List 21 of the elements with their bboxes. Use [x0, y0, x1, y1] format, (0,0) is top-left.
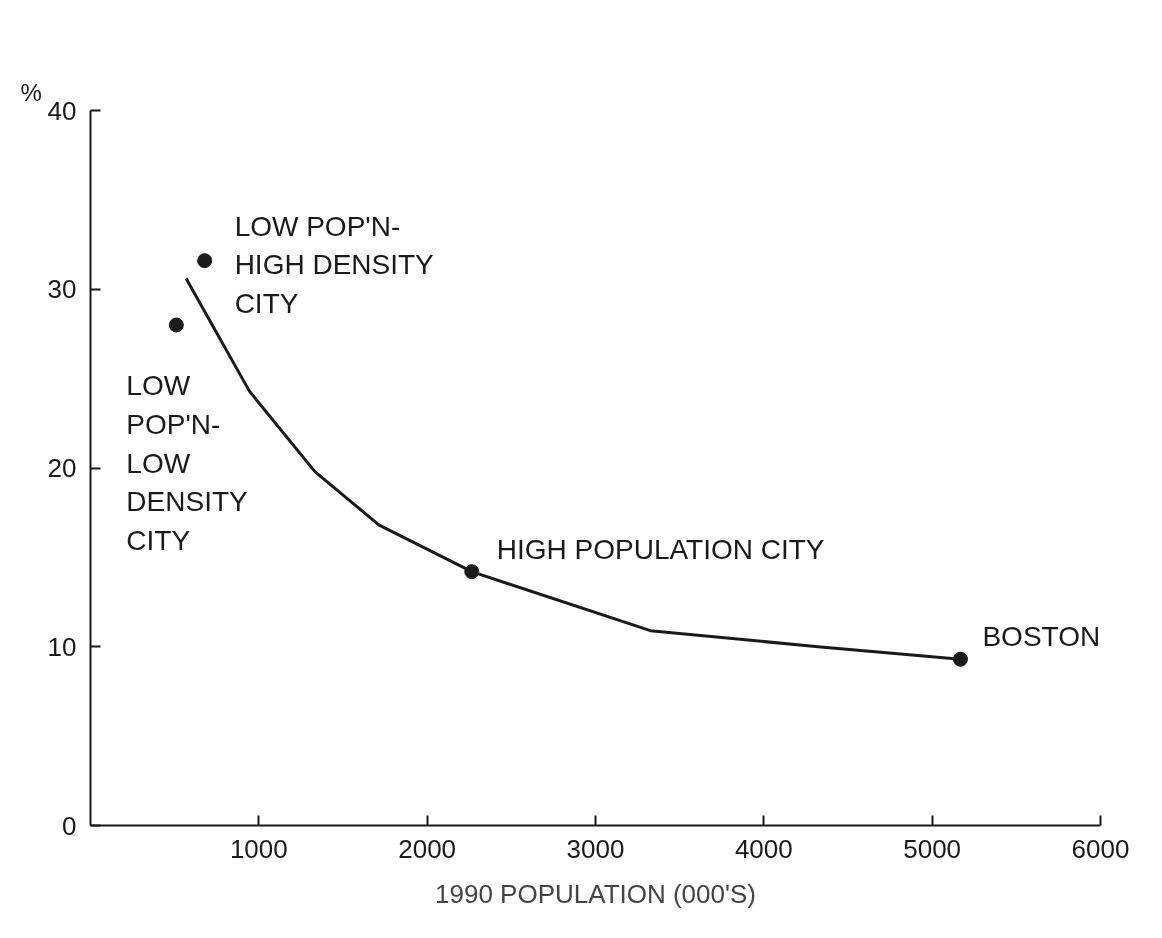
annotation: HIGH POPULATION CITY — [496, 533, 825, 565]
x-tick-label: 2000 — [398, 833, 457, 864]
x-tick-label: 3000 — [566, 833, 625, 864]
y-tick-label: 30 — [47, 274, 77, 305]
point — [197, 253, 213, 269]
y-tick-label: 10 — [47, 631, 77, 662]
x-tick-label: 4000 — [734, 833, 793, 864]
x-tick-label: 6000 — [1071, 833, 1130, 864]
point — [464, 564, 480, 580]
annotation: LOW POP'N- LOW DENSITY CITY — [126, 370, 249, 556]
x-axis-title: 1990 POPULATION (000'S) — [435, 878, 756, 909]
y-axis-title: % — [20, 78, 42, 106]
point — [952, 651, 968, 667]
x-tick-label: 1000 — [229, 833, 288, 864]
annotation: LOW POP'N- HIGH DENSITY CITY — [234, 210, 435, 320]
point — [168, 317, 184, 333]
x-tick-label: 5000 — [903, 833, 962, 864]
y-tick-label: 40 — [47, 95, 77, 126]
y-tick-label: 20 — [47, 453, 77, 483]
y-tick-label: 0 — [62, 810, 77, 841]
annotation: BOSTON — [982, 621, 1101, 653]
